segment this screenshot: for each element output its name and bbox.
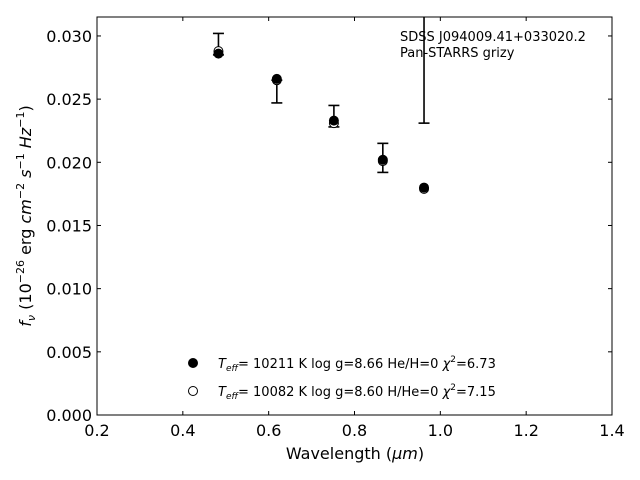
y-tick-label: 0.000 <box>46 406 92 425</box>
filled-marker <box>377 154 388 165</box>
x-tick-label: 1.4 <box>599 421 624 440</box>
x-tick-label: 0.4 <box>170 421 195 440</box>
annotation-line-1: SDSS J094009.41+033020.2 <box>400 30 586 45</box>
filled-marker <box>419 182 430 193</box>
y-tick-label: 0.020 <box>46 153 92 172</box>
filled-marker <box>328 115 339 126</box>
plot-frame <box>96 16 613 416</box>
model-markers <box>213 46 430 194</box>
y-tick-label: 0.030 <box>46 27 92 46</box>
y-axis-ticks: 0.000 0.005 0.010 0.015 0.020 0.025 0.030 <box>46 27 612 425</box>
legend-marker-filled <box>188 358 198 368</box>
y-tick-label: 0.025 <box>46 90 92 109</box>
legend-entry-2: Teff= 10082 K log g=8.60 H/He=0 χ2=7.15 <box>218 383 496 402</box>
x-tick-label: 1.2 <box>513 421 538 440</box>
y-tick-label: 0.015 <box>46 216 92 235</box>
legend-marker-open <box>188 386 198 396</box>
y-tick-label: 0.005 <box>46 343 92 362</box>
y-tick-label: 0.010 <box>46 280 92 299</box>
x-tick-label: 0.8 <box>342 421 367 440</box>
x-tick-label: 0.6 <box>256 421 281 440</box>
y-axis-label: fν (10−26 erg cm−2 s−1 Hz−1) <box>14 105 38 326</box>
annotation-line-2: Pan-STARRS grizy <box>400 46 515 61</box>
x-tick-label: 0.2 <box>84 421 109 440</box>
error-bar <box>418 17 430 124</box>
legend: Teff= 10211 K log g=8.66 He/H=0 χ2=6.73 … <box>188 355 496 402</box>
observed-error-bars <box>212 17 430 174</box>
x-tick-label: 1.0 <box>428 421 453 440</box>
filled-marker <box>271 73 282 84</box>
x-axis-label: Wavelength (μm) <box>286 444 424 463</box>
filled-marker <box>213 48 224 59</box>
x-axis-ticks: 0.2 0.4 0.6 0.8 1.0 1.2 1.4 <box>84 17 625 440</box>
legend-entry-1: Teff= 10211 K log g=8.66 He/H=0 χ2=6.73 <box>218 355 496 374</box>
